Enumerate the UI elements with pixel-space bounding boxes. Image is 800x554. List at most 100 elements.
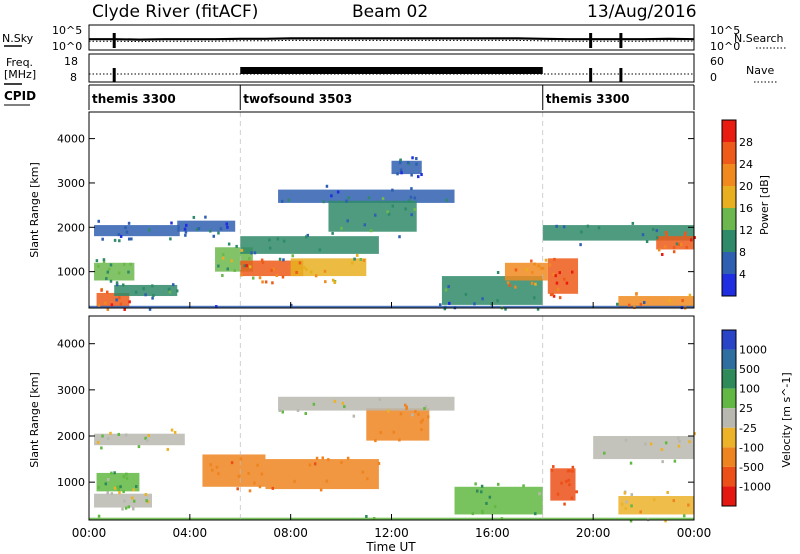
power-speck-13-1 [533,262,536,266]
power-speck-4-9 [209,229,212,233]
power-speck-7-12 [314,274,318,278]
noise-left-tick-high: 10^5 [52,24,82,37]
power-speck-13-3 [541,266,545,270]
power-speck-8-9 [282,239,286,243]
power-speck-11-1 [411,156,414,160]
power-speck-6-8 [295,270,298,274]
power-speck-11-5 [410,173,413,177]
date-title: 13/Aug/2016 [587,2,697,22]
velocity-speck-6-7 [343,405,346,409]
velocity-speck-7-2 [522,484,525,488]
power-region-7 [290,258,367,277]
velocity-speck-7-3 [481,509,484,513]
power-speck-3-8 [172,283,175,287]
velocity-speck-11-7 [97,514,101,518]
velocity-speck-10-8 [623,491,627,495]
power-colorbar-swatch-1 [722,252,736,274]
power-speck-10-6 [413,208,416,212]
power-speck-0-11 [97,219,100,223]
velocity-colorbar-swatch-7 [722,466,736,487]
velocity-speck-1-3 [121,507,124,511]
velocity-colorbar-tick-1: 500 [739,363,760,376]
noise-right-label: N.Search [734,32,784,45]
power-ytick-label-0: 1000 [57,266,85,279]
freq-left-label-top: Freq. [6,56,33,69]
power-colorbar-tick-3: 16 [739,202,753,215]
freq-dense-band [240,67,543,74]
power-speck-4-11 [226,225,229,229]
velocity-speck-9-11 [688,440,691,444]
power-speck-10-8 [340,226,343,230]
power-speck-14-10 [548,263,552,267]
power-speck-15-4 [675,242,679,246]
power-colorbar-label: Power [dB] [758,175,771,235]
velocity-speck-8-1 [563,502,566,506]
power-regions [89,160,694,308]
frequency-panel: Freq. [MHz] 18 8 Nave 60 0 [4,53,778,85]
power-speck-7-1 [305,268,308,272]
velocity-colorbar-swatch-3 [722,388,736,409]
power-speck-6-10 [258,276,262,280]
power-speck-11-9 [415,157,418,161]
power-speck-2-7 [106,307,110,311]
power-speck-0-7 [169,237,172,241]
freq-left-tick-high: 18 [64,55,78,68]
power-speck-18-2 [148,307,152,311]
velocity-speck-10-1 [664,519,667,523]
cpid-label: CPID [4,89,36,103]
velocity-speck-4-2 [308,463,312,467]
velocity-speck-7-11 [496,482,500,486]
velocity-speck-7-0 [493,505,497,509]
power-ytick-label-3: 4000 [57,133,85,146]
power-speck-4-8 [217,231,220,235]
power-colorbar-frame [721,119,737,297]
velocity-colorbar-tick-0: 1000 [739,344,767,357]
power-speck-15-13 [641,233,645,237]
velocity-speck-6-11 [378,397,382,401]
power-speck-17-4 [627,303,631,307]
freq-drop-2 [619,68,623,82]
velocity-speck-10-11 [630,493,634,497]
power-speck-14-6 [554,274,557,278]
power-speck-1-8 [102,260,106,264]
power-speck-5-10 [221,274,224,278]
power-speck-9-3 [445,198,449,202]
noise-frame [88,24,695,51]
velocity-region-8 [550,468,576,501]
power-speck-13-4 [540,266,543,270]
power-speck-12-10 [533,296,536,300]
freq-left-label-bottom: [MHz] [4,68,36,81]
freq-right-label: Nave [746,64,774,77]
power-speck-5-9 [243,264,247,268]
power-speck-4-1 [225,222,228,226]
power-speck-9-7 [404,207,407,211]
velocity-region-4 [265,459,379,490]
power-speck-12-1 [536,307,540,311]
power-speck-13-7 [514,285,517,289]
velocity-speck-3-7 [256,463,259,467]
power-speck-8-10 [268,238,271,242]
velocity-colorbar-swatch-2 [722,369,736,389]
velocity-speck-10-4 [624,507,628,511]
power-speck-17-6 [688,293,692,297]
power-colorbar-swatch-6 [722,142,736,164]
velocity-colorbar-tick-2: 100 [739,383,760,396]
freq-drop-1 [589,68,593,82]
power-speck-7-4 [323,269,327,273]
power-speck-7-7 [359,257,363,261]
power-speck-3-5 [144,293,147,297]
velocity-region-1 [94,493,153,508]
velocity-ytick-label-0: 1000 [57,476,85,489]
velocity-speck-7-6 [488,495,492,499]
power-speck-5-6 [221,253,225,257]
velocity-ytick-label-1: 2000 [57,430,85,443]
power-panel: 1000 2000 3000 4000 Slant Range [km] 4 8 12 16… [28,111,771,311]
power-colorbar-tick-0: 4 [739,268,746,281]
power-colorbar-swatch-0 [722,274,736,296]
power-speck-18-12 [290,303,293,307]
power-speck-6-5 [270,268,273,272]
velocity-colorbar-swatch-0 [722,330,736,350]
power-colorbar-tick-4: 20 [739,180,753,193]
power-speck-3-11 [151,284,154,288]
power-speck-8-4 [282,258,285,262]
